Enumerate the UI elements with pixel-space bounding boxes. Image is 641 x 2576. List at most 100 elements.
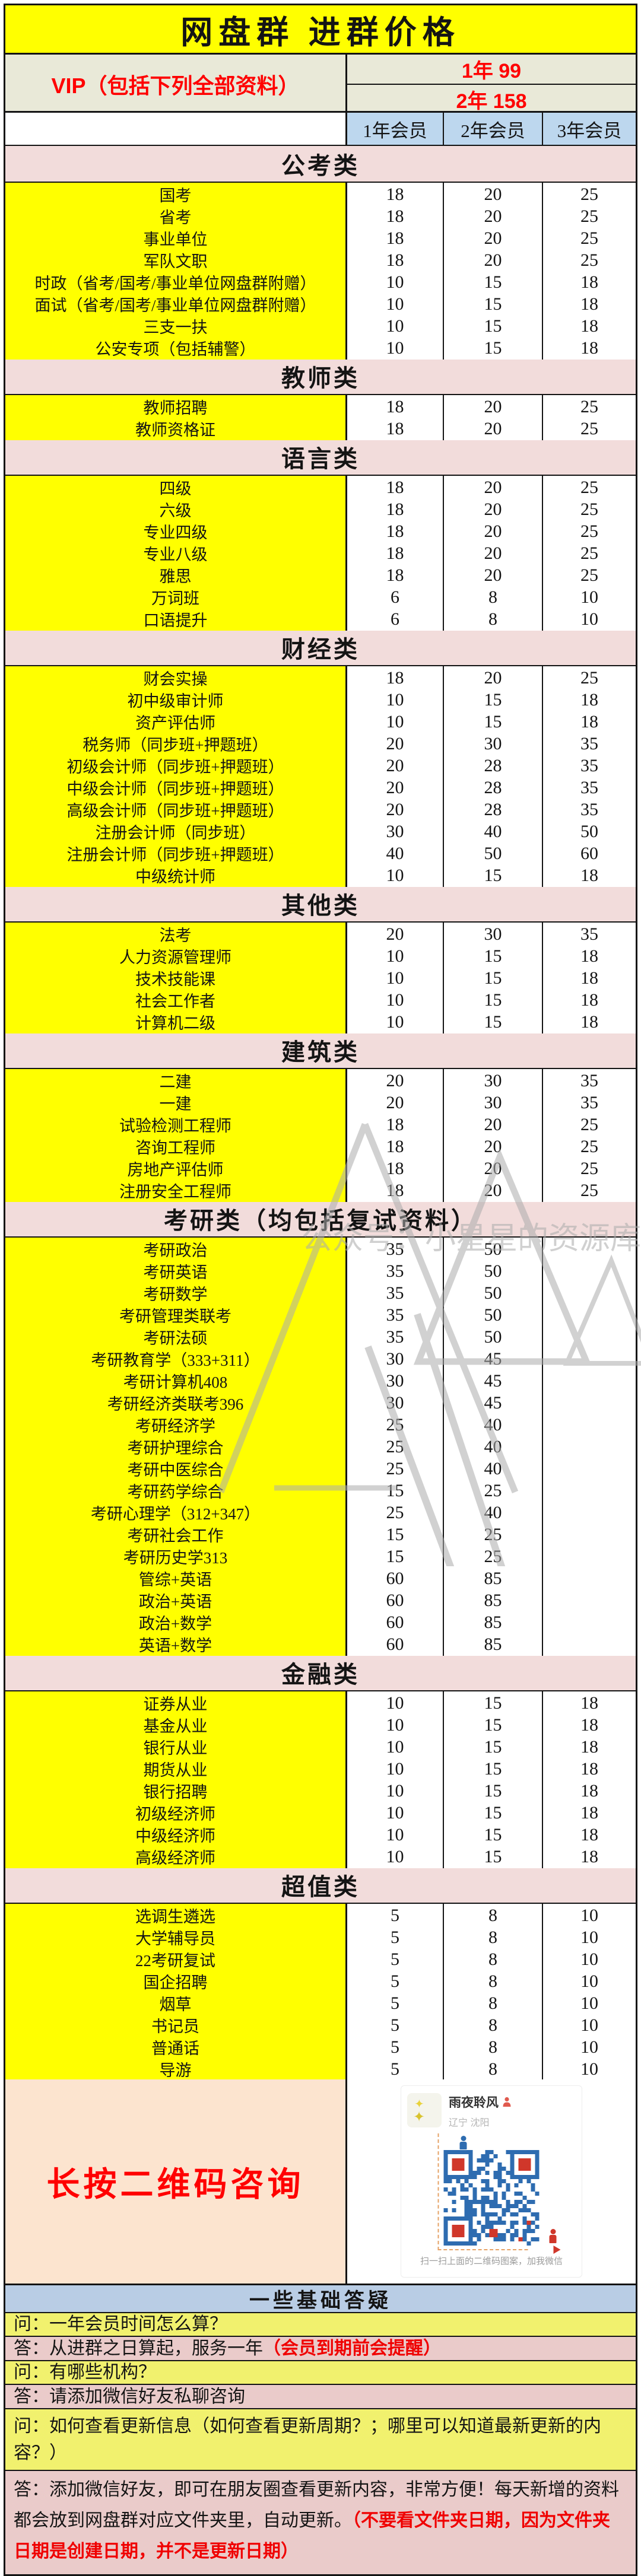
item-name: 考研数学 (5, 1281, 347, 1305)
table-row: 咨询工程师 18 20 25 (5, 1134, 636, 1158)
table-row: 普通话 5 8 10 (5, 2034, 636, 2059)
price-cell: 10 (347, 688, 444, 711)
price-cell: 45 (444, 1369, 543, 1392)
price-cell: 25 (543, 520, 636, 543)
vip-price-1year: 1年 99 (347, 55, 636, 85)
price-cell: 20 (347, 732, 444, 755)
price-cell: 35 (543, 798, 636, 821)
faq-answer-1: 答：从进群之日算起，服务一年 （会员到期前会提醒） (5, 2336, 636, 2360)
item-name: 考研护理综合 (5, 1435, 347, 1458)
price-cell: 10 (347, 966, 444, 990)
item-name: 社会工作者 (5, 988, 347, 1012)
item-name: 四级 (5, 476, 347, 499)
faq-question-1: 问：一年会员时间怎么算？ (5, 2312, 636, 2336)
table-row: 军队文职 18 20 25 (5, 247, 636, 272)
item-name: 人力资源管理师 (5, 944, 347, 968)
item-name: 试验检测工程师 (5, 1113, 347, 1136)
price-cell: 10 (347, 292, 444, 316)
price-cell: 10 (347, 1691, 444, 1715)
price-cell: 35 (543, 776, 636, 799)
item-name: 考研药学综合 (5, 1479, 347, 1502)
price-cell: 40 (444, 1501, 543, 1524)
price-cell: 50 (444, 1303, 543, 1327)
price-cell: 18 (347, 417, 444, 440)
vip-row: VIP（包括下列全部资料） 1年 99 2年 158 (5, 53, 636, 114)
table-row: 注册会计师（同步班+押题班） 40 50 60 (5, 841, 636, 865)
price-cell: 15 (444, 1779, 543, 1802)
table-row: 选调生遴选 5 8 10 (5, 1903, 636, 1927)
price-cell: 20 (444, 498, 543, 521)
price-cell: 30 (347, 820, 444, 843)
table-row: 国考 18 20 25 (5, 182, 636, 206)
price-cell: 6 (347, 608, 444, 631)
category-header: 建筑类 (5, 1031, 636, 1068)
price-cell: 50 (444, 1281, 543, 1305)
price-cell: 10 (347, 944, 444, 968)
price-cell: 50 (444, 1238, 543, 1261)
price-cell: 10 (543, 1926, 636, 1949)
item-name: 初中级审计师 (5, 688, 347, 711)
price-cell: 10 (543, 2036, 636, 2059)
item-name: 考研中医综合 (5, 1457, 347, 1480)
table-row: 万词班 6 8 10 (5, 584, 636, 609)
wechat-card-header: ✦ ✦ 雨夜聆风 辽宁 沈阳 (401, 2086, 582, 2129)
item-name: 雅思 (5, 564, 347, 587)
item-name: 注册会计师（同步班+押题班） (5, 842, 347, 865)
price-cell: 28 (444, 776, 543, 799)
item-name: 管综+英语 (5, 1567, 347, 1590)
item-name: 法考 (5, 923, 347, 946)
price-cell: 25 (543, 666, 636, 689)
price-cell: 10 (347, 1823, 444, 1846)
item-name: 房地产评估师 (5, 1157, 347, 1180)
price-cell: 8 (444, 1948, 543, 1971)
table-row: 时政（省考/国考/事业单位网盘群附赠） 10 15 18 (5, 269, 636, 294)
price-cell: 35 (543, 1069, 636, 1092)
price-cell (543, 1369, 636, 1392)
item-name: 国企招聘 (5, 1970, 347, 1993)
price-cell: 30 (444, 1069, 543, 1092)
table-row: 六级 18 20 25 (5, 497, 636, 521)
price-cell (543, 1260, 636, 1283)
table-row: 人力资源管理师 10 15 18 (5, 943, 636, 968)
price-cell: 10 (347, 1757, 444, 1780)
price-cell: 10 (347, 1801, 444, 1824)
item-name: 烟草 (5, 1992, 347, 2015)
price-cell: 30 (347, 1347, 444, 1370)
price-cell: 8 (444, 586, 543, 609)
price-cell: 15 (444, 1713, 543, 1737)
price-cell: 18 (543, 1779, 636, 1802)
table-row: 中级会计师（同步班+押题班） 20 28 35 (5, 775, 636, 799)
price-cell: 45 (444, 1391, 543, 1414)
price-cell (543, 1457, 636, 1480)
price-cell: 5 (347, 1970, 444, 1993)
price-cell: 25 (543, 476, 636, 499)
price-cell: 5 (347, 1992, 444, 2015)
price-cell: 40 (444, 820, 543, 843)
price-cell: 18 (543, 1010, 636, 1033)
table-row: 大学辅导员 5 8 10 (5, 1925, 636, 1949)
price-cell: 15 (444, 944, 543, 968)
price-cell: 8 (444, 2036, 543, 2059)
item-name: 三支一扶 (5, 314, 347, 338)
price-cell: 60 (347, 1633, 444, 1656)
price-cell: 28 (444, 798, 543, 821)
item-name: 一建 (5, 1091, 347, 1114)
price-cell: 15 (444, 1010, 543, 1033)
item-name: 考研经济类联考396 (5, 1391, 347, 1414)
price-cell: 5 (347, 2057, 444, 2081)
table-row: 管综+英语 60 85 (5, 1566, 636, 1590)
price-cell: 15 (347, 1479, 444, 1502)
price-cell: 20 (444, 1157, 543, 1180)
table-row: 考研心理学（312+347） 25 40 (5, 1500, 636, 1524)
price-cell: 18 (347, 205, 444, 228)
page-title: 网盘群 进群价格 (5, 5, 636, 53)
price-cell: 25 (543, 227, 636, 250)
price-cell: 60 (347, 1567, 444, 1590)
table-row: 房地产评估师 18 20 25 (5, 1156, 636, 1180)
price-cell: 60 (543, 842, 636, 865)
qr-section: 长按二维码咨询 ✦ ✦ 雨夜聆风 (5, 2078, 636, 2284)
item-name: 考研社会工作 (5, 1523, 347, 1546)
price-cell: 15 (444, 1801, 543, 1824)
price-cell: 15 (347, 1523, 444, 1546)
table-row: 考研教育学（333+311） 30 45 (5, 1346, 636, 1370)
